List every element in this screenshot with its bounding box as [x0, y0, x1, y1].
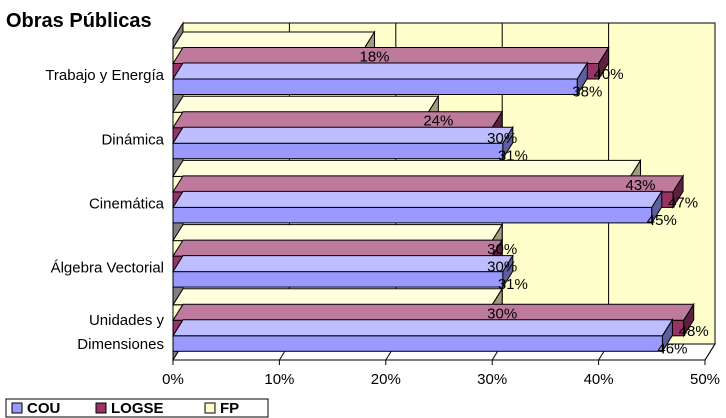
tick-label: 50%	[690, 371, 720, 388]
legend-box	[5, 398, 269, 418]
data-label: 30%	[487, 305, 517, 322]
gridline	[704, 23, 716, 361]
tick-label: 40%	[584, 371, 614, 388]
category-label: Cinemática	[89, 196, 165, 213]
data-label: 38%	[572, 84, 602, 101]
legend-swatch	[11, 402, 23, 414]
bars	[172, 30, 695, 354]
data-labels: 18%40%38%24%30%31%43%47%45%30%30%31%30%4…	[360, 49, 709, 358]
data-label: 31%	[498, 148, 528, 165]
category-label: Dinámica	[101, 131, 164, 148]
legend-swatch	[95, 402, 107, 414]
data-label: 30%	[487, 241, 517, 258]
legend[interactable]: COU LOGSE FP	[5, 398, 269, 418]
data-label: 30%	[487, 259, 517, 276]
chart-title: Obras Públicas	[6, 10, 152, 32]
legend-label: LOGSE	[111, 400, 164, 417]
category-label: Trabajo y Energía	[45, 67, 164, 84]
data-label: 43%	[626, 177, 656, 194]
category-labels: Unidades y Dimensiones Álgebra Vectorial Ci…	[45, 67, 164, 353]
legend-item-cou[interactable]: COU	[11, 400, 60, 417]
data-label: 18%	[360, 49, 390, 66]
data-label: 48%	[679, 323, 709, 340]
tick-label: 30%	[477, 371, 507, 388]
data-label: 45%	[647, 212, 677, 229]
category-label: Dimensiones	[77, 336, 164, 353]
legend-item-logse[interactable]: LOGSE	[95, 400, 164, 417]
category-label: Unidades y	[89, 312, 165, 329]
bar-cou	[172, 125, 514, 161]
bar-cou	[172, 61, 589, 97]
legend-label: FP	[220, 400, 239, 417]
data-label: 47%	[668, 194, 698, 211]
tick-label: 10%	[264, 371, 294, 388]
bar-cou	[172, 189, 663, 225]
legend-swatch	[204, 402, 216, 414]
tick-label: 0%	[162, 371, 184, 388]
legend-item-fp[interactable]: FP	[204, 400, 239, 417]
data-label: 40%	[594, 66, 624, 83]
bar-cou	[172, 318, 674, 354]
x-axis-ticks: 0% 10% 20% 30% 40% 50%	[162, 360, 720, 388]
category-label: Álgebra Vectorial	[51, 260, 164, 277]
data-label: 30%	[487, 130, 517, 147]
bar-cou	[172, 253, 514, 289]
tick-label: 20%	[371, 371, 401, 388]
data-label: 31%	[498, 276, 528, 293]
data-label: 46%	[657, 340, 687, 357]
legend-label: COU	[27, 400, 60, 417]
data-label: 24%	[423, 113, 453, 130]
